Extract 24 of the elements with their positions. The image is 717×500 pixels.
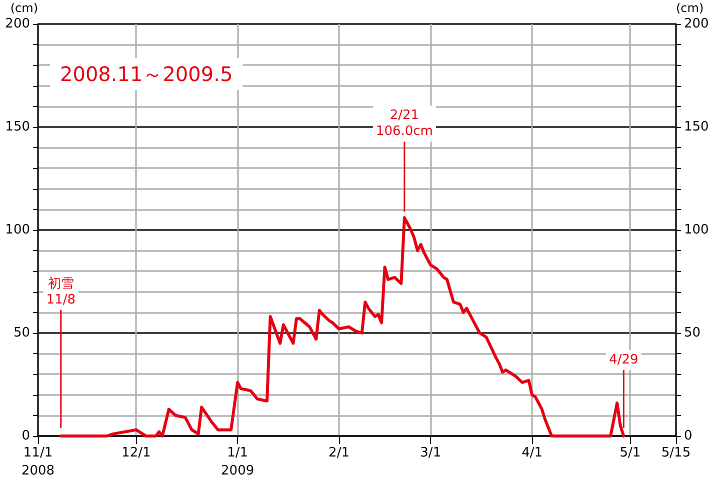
y-axis-title: (cm)	[10, 1, 38, 15]
x-tick-label: 5/15	[661, 446, 691, 460]
x-tick-label: 5/1	[620, 446, 641, 460]
x-tick-label: 3/1	[420, 446, 442, 460]
x-tick-label: 12/1	[122, 446, 151, 460]
y2-axis-title: (cm)	[676, 1, 704, 15]
x-tick-label: 4/1	[522, 446, 542, 460]
y2-tick-label: 200	[684, 16, 709, 32]
y-tick-label: 200	[5, 16, 30, 32]
annotation: 初雪 11/8	[46, 276, 76, 308]
annotation: 4/29	[609, 352, 638, 368]
x-tick-label: 1/1 2009	[221, 446, 254, 478]
y-tick-label: 150	[5, 120, 30, 134]
x-tick-label: 2/1	[328, 446, 350, 460]
y2-tick-label: 0	[684, 428, 692, 444]
y-tick-label: 50	[13, 326, 30, 340]
y2-tick-label: 150	[684, 120, 709, 134]
annotation: 2/21 106.0cm	[376, 108, 433, 140]
y-tick-label: 100	[5, 222, 30, 238]
y2-tick-label: 50	[684, 326, 701, 340]
y2-tick-label: 100	[684, 222, 709, 238]
text: 2008.11～2009.5	[60, 62, 233, 86]
y-tick-label: 0	[22, 428, 30, 444]
x-tick-label: 11/1 2008	[21, 446, 55, 478]
